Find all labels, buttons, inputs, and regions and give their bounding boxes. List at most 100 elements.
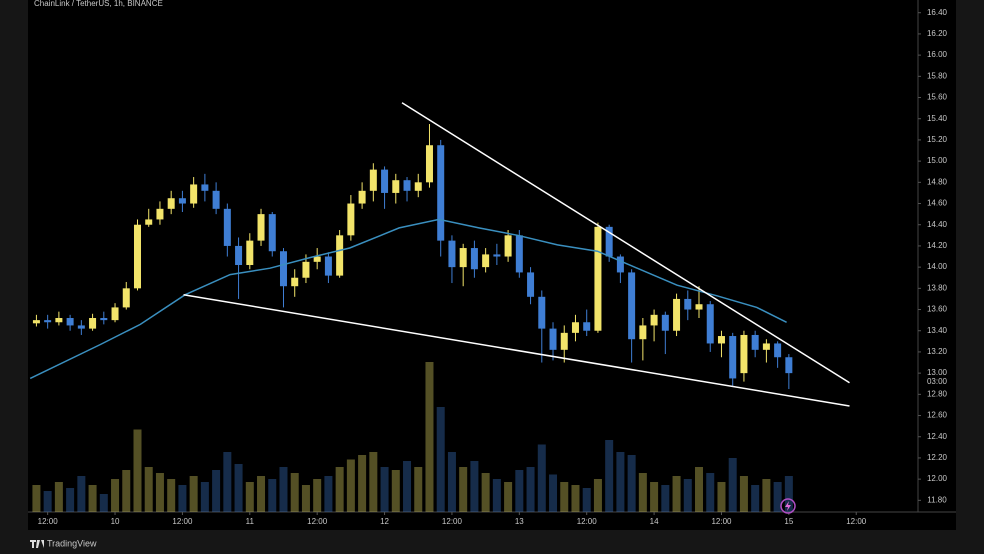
volume-bar	[593, 479, 602, 512]
volume-bar	[77, 476, 86, 512]
volume-bar	[223, 452, 232, 512]
volume-bar	[650, 482, 659, 512]
volume-bar	[111, 479, 120, 512]
candle-body	[571, 322, 579, 333]
candle-body	[515, 235, 523, 273]
candle-body	[695, 304, 703, 310]
candle-body	[740, 334, 748, 374]
candle-body	[527, 272, 535, 297]
volume-bar	[492, 479, 501, 512]
candle-body	[594, 226, 602, 331]
candle-body	[145, 219, 153, 225]
volume-bar	[155, 473, 164, 512]
candle-body	[89, 318, 97, 329]
candle-body	[111, 307, 119, 321]
x-tick-label: 15	[784, 517, 793, 526]
candle-body	[560, 332, 568, 350]
candle-body	[44, 320, 52, 323]
volume-bar	[268, 479, 277, 512]
x-tick-label: 12:00	[442, 517, 463, 526]
volume-bar	[301, 485, 310, 512]
volume-bar	[571, 485, 580, 512]
volume-bar	[672, 476, 681, 512]
candle-body	[100, 318, 108, 321]
candle-body	[133, 224, 141, 289]
candle-body	[122, 288, 130, 308]
candle-body	[751, 334, 759, 350]
plot-layer: 11.80 12.00 12.20 12.40 12.60 12.80 13.0003:00…	[29, 8, 948, 526]
brand: TradingView	[47, 538, 97, 548]
candle-body	[616, 256, 624, 273]
y-tick-label: 15.20	[927, 135, 948, 144]
volume-bar	[481, 473, 490, 512]
volume-bar	[380, 467, 389, 512]
x-tick-label: 14	[650, 517, 659, 526]
volume-bar	[582, 488, 591, 512]
candle-body	[583, 322, 591, 331]
volume-bar	[167, 479, 176, 512]
candle-body	[459, 248, 467, 268]
x-tick-label: 12:00	[711, 517, 732, 526]
volume-bar	[391, 470, 400, 512]
y-tick-label: 12.00	[927, 474, 948, 483]
candle-body	[302, 261, 310, 278]
volume-bar	[257, 476, 266, 512]
alert-icon[interactable]	[780, 498, 796, 514]
x-tick-label: 12:00	[38, 517, 59, 526]
x-tick-label: 10	[111, 517, 120, 526]
candle-body	[190, 184, 198, 204]
trendline	[401, 102, 850, 384]
volume-bar	[32, 485, 41, 512]
volume-bar	[133, 429, 142, 512]
candle-body	[32, 320, 40, 324]
candle-body	[470, 248, 478, 270]
chart-title: ChainLink / TetherUS, 1h, BINANCE	[34, 0, 163, 8]
candle-body	[425, 145, 433, 183]
y-tick-label: 11.80	[927, 495, 947, 504]
y-tick-label: 13.60	[927, 305, 948, 314]
volume-bar	[234, 464, 243, 512]
volume-bar	[537, 444, 546, 512]
candle-body	[246, 240, 254, 266]
candle-body	[437, 145, 445, 241]
candle-body	[482, 254, 490, 268]
candle-body	[347, 203, 355, 236]
candle-body	[235, 245, 243, 266]
volume-bar	[189, 476, 198, 512]
y-tick-label: 14.20	[927, 241, 948, 250]
volume-bar	[245, 482, 254, 512]
candle-body	[706, 304, 714, 344]
candle-body	[717, 336, 725, 344]
candle-body	[448, 240, 456, 268]
y-tick-label: 15.80	[927, 71, 948, 80]
candle-body	[403, 180, 411, 191]
volume-bar	[99, 494, 108, 512]
candle-body	[279, 251, 287, 287]
candle-body	[628, 272, 636, 340]
y-tick-label: 14.60	[927, 199, 948, 208]
alert-icon-bolt	[785, 501, 791, 511]
trendline	[183, 293, 850, 407]
candle-body	[167, 198, 175, 209]
volume-bar	[459, 467, 468, 512]
volume-bar	[683, 479, 692, 512]
candle-body	[549, 328, 557, 350]
volume-bar	[638, 473, 647, 512]
y-tick-label: 14.00	[927, 262, 948, 271]
price-axis	[918, 0, 956, 530]
volume-bar	[290, 473, 299, 512]
volume-bar	[122, 470, 131, 512]
x-tick-label: 11	[246, 517, 255, 526]
volume-bar	[526, 467, 535, 512]
time-axis	[28, 512, 918, 530]
volume-bar	[739, 476, 748, 512]
volume-bar	[695, 467, 704, 512]
candle-body	[762, 343, 770, 350]
volume-bar	[605, 440, 614, 512]
candle-body	[313, 256, 321, 262]
candle-body	[684, 298, 692, 310]
candle-body	[156, 208, 164, 220]
candle-body	[785, 357, 793, 374]
volume-bar	[762, 479, 771, 512]
y-tick-label: 14.40	[927, 220, 948, 229]
